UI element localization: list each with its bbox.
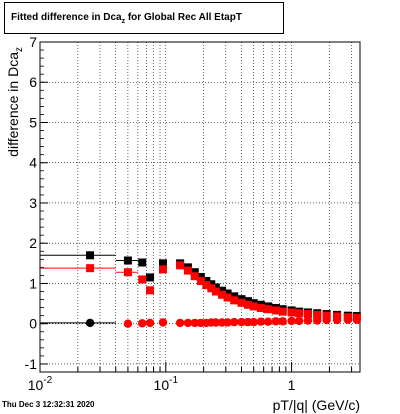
timestamp-footer: Thu Dec 3 12:32:31 2020 (2, 400, 95, 409)
data-point-square (243, 300, 252, 309)
data-point-square (287, 308, 296, 317)
data-point-square (264, 305, 273, 314)
data-point-square (230, 296, 239, 305)
data-point-circle (175, 318, 185, 328)
data-point-circle (249, 317, 258, 327)
data-point-square (207, 280, 216, 289)
data-point-square (322, 311, 331, 320)
data-point-square (303, 310, 312, 319)
data-point-square (138, 258, 147, 267)
data-point-square (190, 268, 199, 277)
data-point-square (123, 256, 132, 265)
data-point-circle (263, 317, 273, 326)
y-tick-label: 0 (29, 316, 37, 332)
data-point-square (123, 268, 132, 277)
data-point-circle (295, 316, 304, 326)
data-point-circle (322, 315, 331, 325)
chart-title: Fitted difference in Dcaz for Global Rec… (11, 11, 242, 25)
chart-title-box: Fitted difference in Dcaz for Global Rec… (4, 2, 284, 34)
grid (39, 41, 360, 372)
data-point-square (190, 272, 199, 281)
data-point-circle (332, 315, 342, 325)
data-point-square (138, 275, 147, 284)
data-point-circle (190, 318, 199, 328)
data-point-circle (313, 316, 322, 325)
x-tick-label: 1 (288, 377, 296, 393)
data-point-circle (303, 316, 313, 325)
y-tick-label: 6 (29, 74, 37, 90)
data-point-circle (271, 317, 281, 326)
data-point-circle (256, 317, 266, 326)
data-point-circle (123, 319, 133, 328)
y-tick-label: 3 (29, 195, 37, 211)
data-point-circle (145, 318, 155, 328)
data-point-circle (138, 319, 147, 328)
y-axis-label: difference in Dcaz (5, 47, 25, 157)
data-point-square (202, 281, 211, 290)
data-point-square (176, 261, 185, 270)
data-point-circle (183, 318, 193, 328)
data-point-square (223, 289, 232, 298)
axis-ticks: -1 0 1 2 3 4 5 6 7 10-2 10-1 1 (25, 34, 353, 393)
data-point-square (207, 284, 216, 293)
data-point-circle (158, 318, 168, 327)
y-tick-label: -1 (25, 356, 38, 372)
data-point-square (237, 298, 246, 307)
data-point-square (211, 283, 220, 292)
data-marks (40, 251, 361, 328)
x-axis-label: pT/|q| (GeV/c) (273, 397, 360, 413)
plot-frame (39, 41, 361, 373)
data-point-square (230, 292, 239, 301)
data-point-square (313, 310, 322, 319)
data-point-square (158, 259, 167, 268)
x-tick-label: 10-1 (154, 375, 179, 393)
data-point-square (295, 309, 304, 318)
data-point-square (86, 264, 95, 273)
data-point-square (183, 266, 192, 275)
y-tick-label: 2 (29, 235, 37, 251)
data-point-square (278, 307, 287, 316)
data-point-square (146, 286, 155, 295)
data-point-square (202, 277, 211, 286)
data-point-square (218, 286, 227, 295)
data-point-circle (223, 318, 232, 327)
data-point-square (218, 290, 227, 299)
data-point-circle (352, 315, 361, 324)
data-point-square (256, 304, 265, 313)
y-tick-label: 7 (29, 34, 37, 50)
data-point-square (271, 306, 280, 315)
y-tick-label: 4 (29, 155, 37, 171)
data-point-circle (287, 316, 296, 326)
x-tick-label: 10-2 (28, 375, 53, 393)
data-point-square (158, 265, 167, 274)
data-point-square (146, 273, 155, 282)
data-point-square (196, 273, 205, 282)
data-point-square (86, 251, 95, 260)
y-tick-label: 1 (29, 275, 37, 291)
data-point-circle (343, 315, 353, 324)
data-point-square (223, 293, 232, 302)
data-point-circle (278, 317, 287, 326)
data-point-circle (230, 317, 239, 327)
data-point-circle (243, 317, 253, 327)
data-point-circle (211, 318, 221, 327)
data-point-square (249, 302, 258, 311)
data-point-circle (237, 317, 246, 327)
y-tick-label: 5 (29, 114, 37, 130)
data-point-circle (85, 318, 95, 328)
data-point-square (196, 277, 205, 286)
data-point-square (211, 287, 220, 296)
